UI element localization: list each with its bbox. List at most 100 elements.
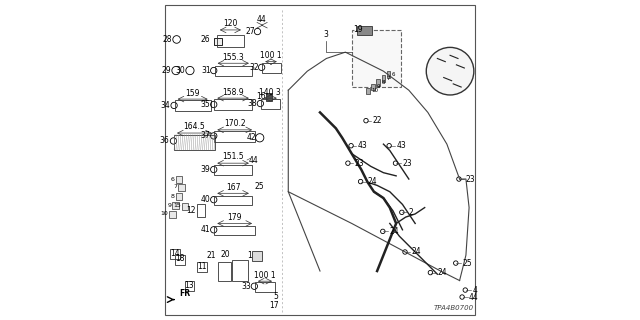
Text: 5: 5 [273,292,278,301]
Text: 14: 14 [170,249,180,258]
Bar [352,30,401,87]
Text: 39: 39 [201,165,211,174]
Text: 155.3: 155.3 [222,53,244,62]
Bar [214,226,255,236]
Text: 23: 23 [466,174,476,184]
Text: 24: 24 [412,247,422,257]
Text: 23: 23 [403,159,412,168]
Bar [170,211,175,218]
Bar [214,37,221,44]
Bar [261,99,280,109]
Text: 31: 31 [201,66,211,75]
Text: 159: 159 [185,89,200,98]
Text: 44: 44 [469,292,479,301]
Text: 7: 7 [387,76,390,81]
Text: 9: 9 [168,203,172,208]
Bar [214,66,252,76]
Bar [197,204,205,217]
Text: 22: 22 [373,116,383,125]
Bar [175,254,184,265]
Text: 28: 28 [163,35,173,44]
Text: 158.9: 158.9 [222,88,244,97]
Bar [214,165,252,175]
Text: 27: 27 [245,27,255,36]
Text: 36: 36 [159,136,170,146]
Text: 18: 18 [175,254,184,263]
Text: 100 1: 100 1 [254,271,276,280]
Text: 30: 30 [175,66,185,75]
Text: 44: 44 [248,156,258,164]
Text: 43: 43 [396,141,406,150]
Text: 3: 3 [323,30,328,39]
Circle shape [426,47,474,95]
Text: 8: 8 [171,194,175,199]
Bar [175,193,182,200]
Text: 35: 35 [201,100,211,109]
Text: 9: 9 [376,84,380,89]
Bar [174,135,214,150]
Text: 40: 40 [201,195,211,204]
Bar [266,93,272,101]
Text: 19: 19 [353,25,363,35]
Bar [214,131,255,142]
Text: 20: 20 [221,250,230,259]
Text: 6: 6 [392,72,395,77]
Text: 1: 1 [247,251,252,260]
Text: 43: 43 [358,141,368,150]
Bar [218,262,230,281]
Text: 26: 26 [201,35,211,44]
Bar [184,281,194,291]
Text: 41: 41 [201,225,211,234]
Text: 2: 2 [409,208,413,217]
Text: 179: 179 [227,212,242,221]
Bar [197,262,207,272]
Bar [214,196,252,205]
Text: 13: 13 [184,281,194,290]
Text: 100 1: 100 1 [260,51,282,60]
Text: 33: 33 [241,282,251,291]
Text: 21: 21 [207,251,216,260]
Bar [175,176,182,183]
Text: 29: 29 [162,66,172,75]
Text: 25: 25 [255,182,264,191]
Text: 10: 10 [371,88,378,93]
Bar [366,88,370,94]
Bar [173,202,179,209]
Bar [255,282,275,292]
Text: 24: 24 [367,177,377,186]
Bar [232,260,248,281]
Bar [175,100,211,111]
Text: 11: 11 [197,262,207,271]
Text: 10: 10 [161,212,168,216]
Text: 164.5: 164.5 [184,122,205,131]
Bar [387,71,390,77]
Bar [214,100,252,110]
Text: 44: 44 [257,15,267,24]
Text: 6: 6 [171,177,175,181]
Text: 151.5: 151.5 [222,152,244,161]
Bar [376,79,380,86]
Bar [262,63,281,73]
Text: 42: 42 [246,133,256,142]
Text: 25: 25 [463,259,472,268]
Text: 120: 120 [223,19,237,28]
Text: 8: 8 [381,80,385,85]
Bar [170,249,180,259]
Text: TPA4B0700: TPA4B0700 [434,305,474,311]
Text: 37: 37 [201,132,211,140]
Text: 24: 24 [437,268,447,277]
Text: 12: 12 [186,206,196,215]
Text: 15: 15 [173,204,181,209]
Text: 7: 7 [173,184,177,189]
Bar [381,75,385,82]
Text: 34: 34 [161,101,170,110]
Bar [182,203,188,210]
Bar [178,184,184,191]
Bar [252,251,262,260]
Text: 38: 38 [248,99,257,108]
Text: 17: 17 [269,301,279,310]
Text: 170.2: 170.2 [224,119,246,128]
Text: 24: 24 [390,227,399,236]
Text: FR: FR [179,289,190,298]
Text: 140 3: 140 3 [259,88,281,97]
